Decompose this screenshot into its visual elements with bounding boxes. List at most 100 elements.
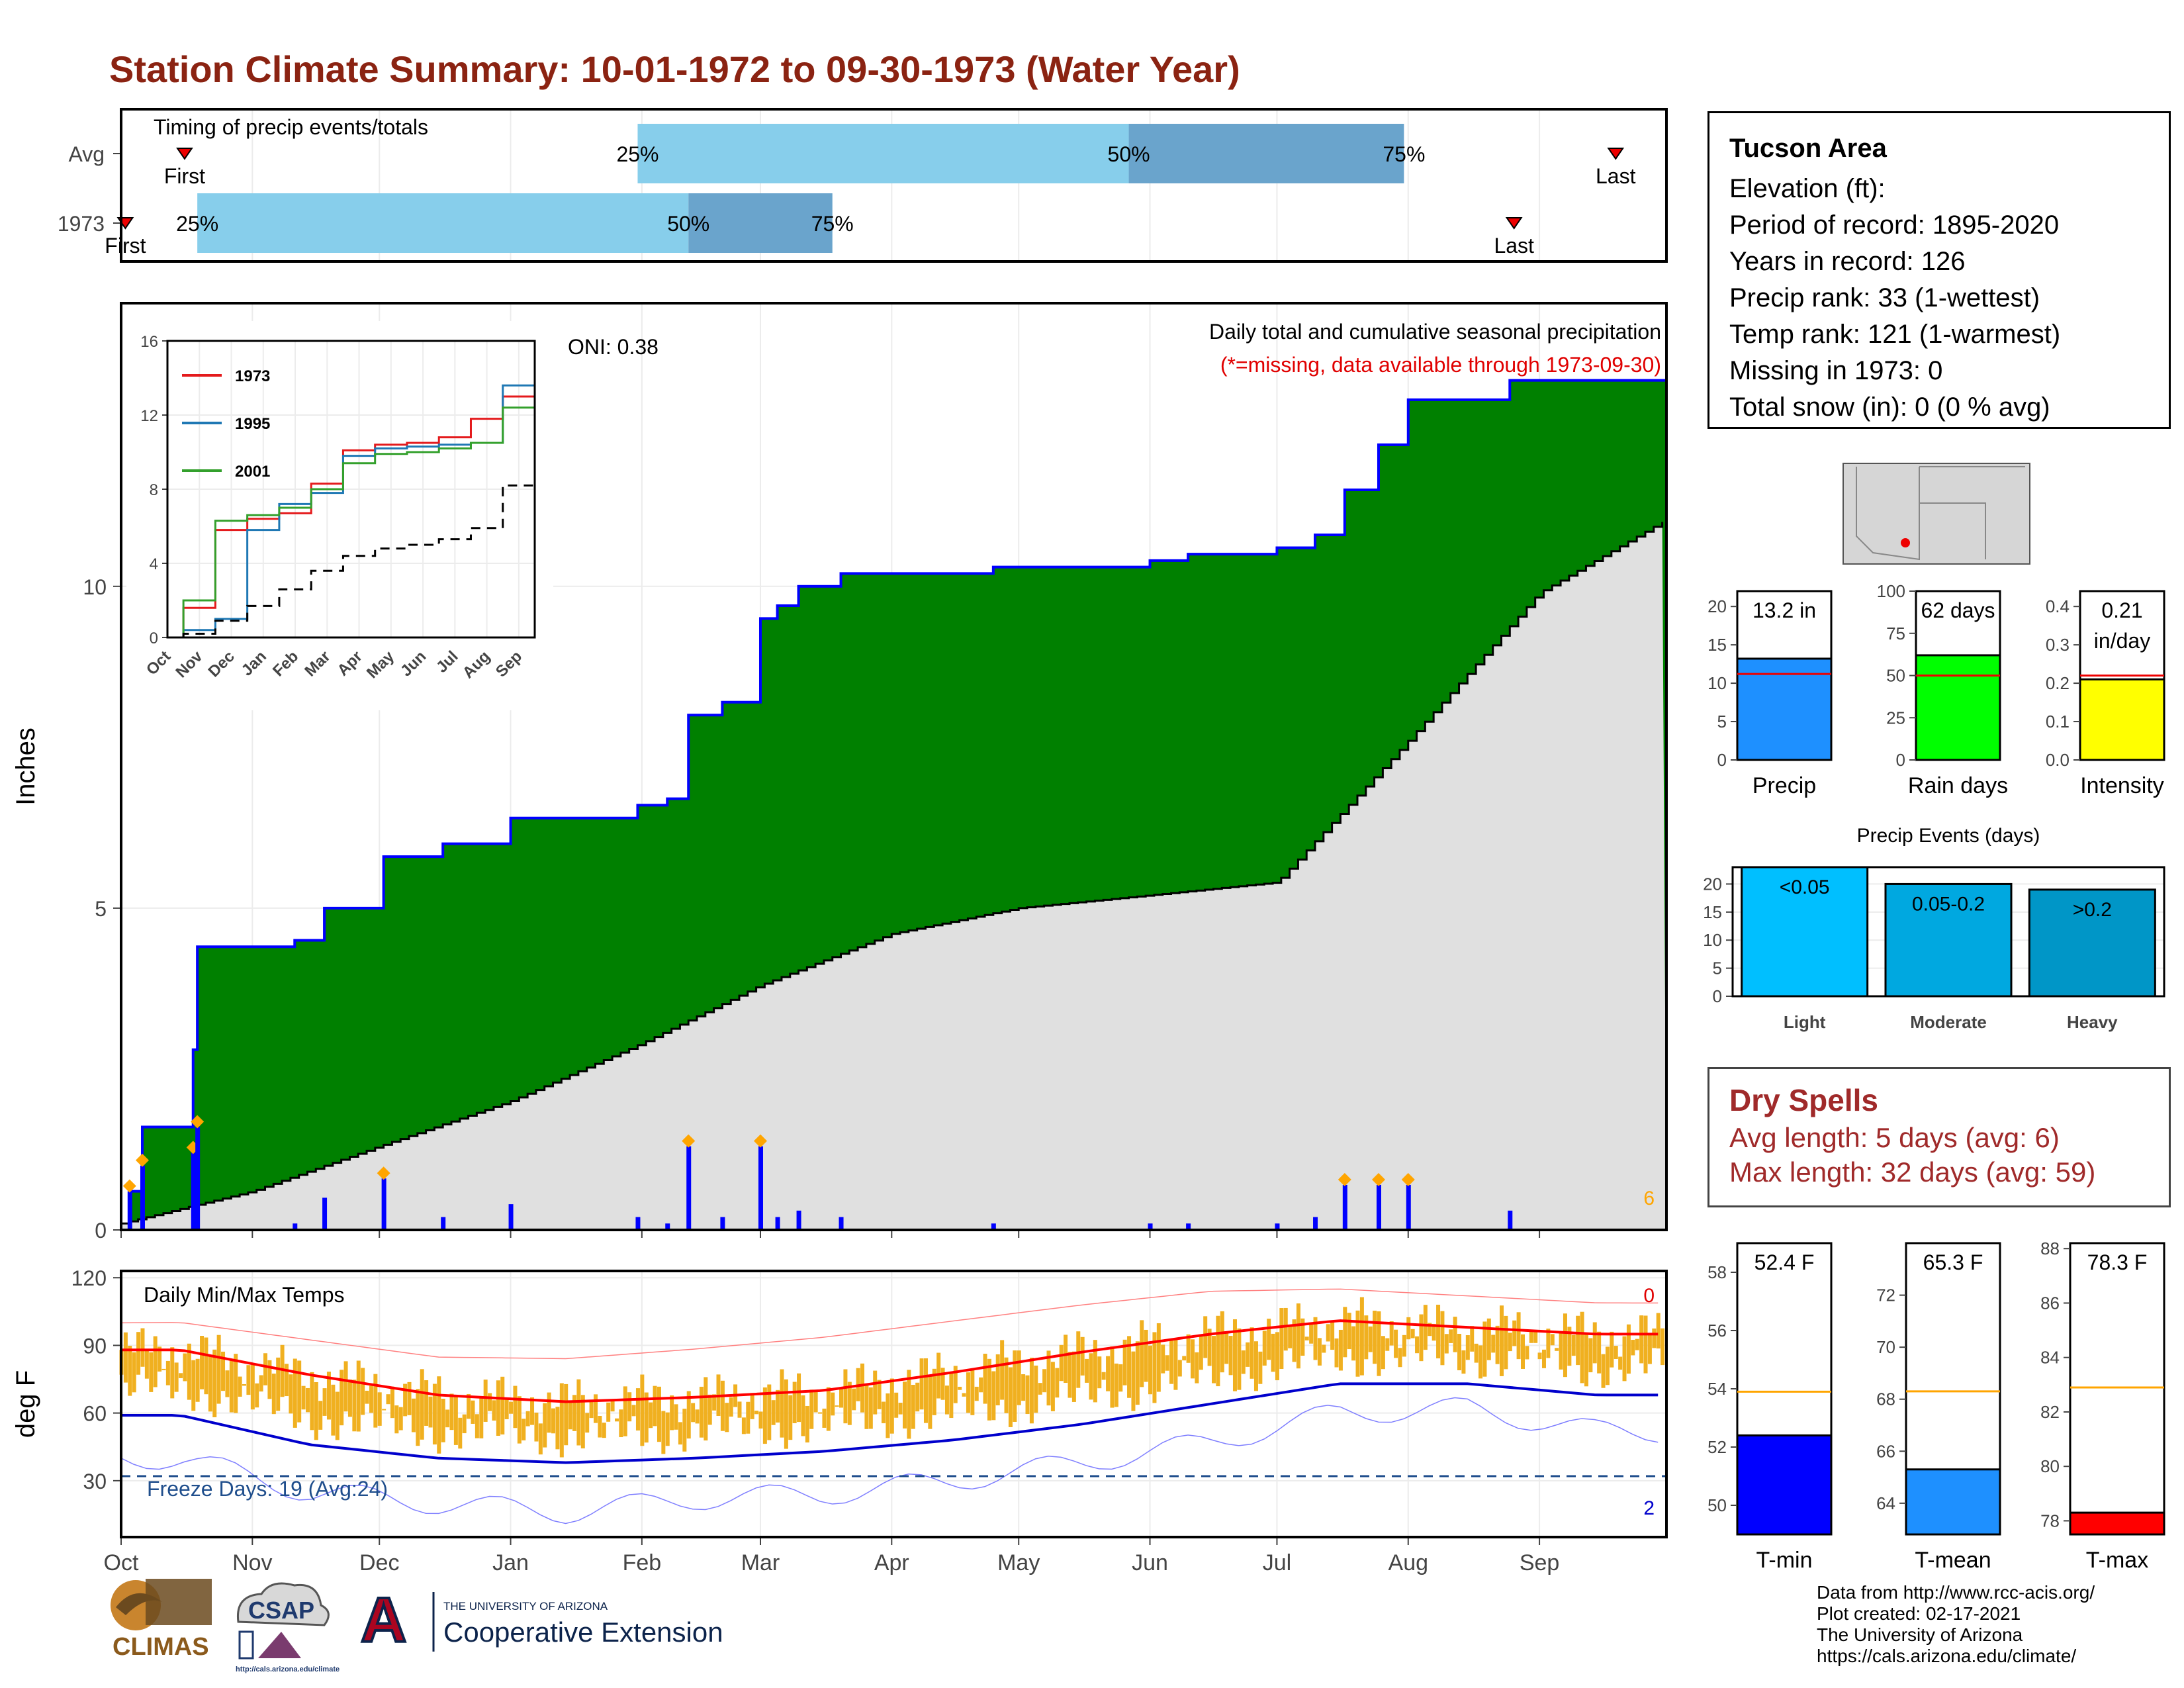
- daily-temp-bar: [843, 1369, 848, 1424]
- daily-temp-bar: [737, 1401, 742, 1418]
- timing-pct-label: 25%: [616, 142, 659, 166]
- tmin-summary-tick-label: 56: [1707, 1321, 1727, 1340]
- daily-temp-bar: [649, 1402, 653, 1429]
- daily-temp-bar: [1127, 1336, 1132, 1398]
- daily-precip-bar: [991, 1223, 996, 1230]
- tmax-summary-tick-label: 80: [2040, 1456, 2060, 1476]
- daily-temp-bar: [369, 1385, 373, 1413]
- cumulative-precip-line: [121, 379, 1666, 1231]
- daily-temp-bar: [1085, 1358, 1089, 1383]
- daily-temp-bar: [877, 1380, 882, 1409]
- daily-temp-bar: [1338, 1329, 1343, 1371]
- daily-temp-bar: [1313, 1317, 1318, 1360]
- climas-text: CLIMAS: [113, 1633, 209, 1661]
- daily-temp-bar: [386, 1394, 390, 1405]
- credit-university: The University of Arizona: [1817, 1624, 2023, 1645]
- daily-temp-bar: [191, 1360, 196, 1411]
- timing-marker-first: [176, 148, 193, 160]
- tmax-summary-tick-label: 82: [2040, 1402, 2060, 1422]
- timing-marker-label: First: [105, 234, 146, 258]
- daily-temp-bar: [771, 1400, 776, 1425]
- rain-days-summary-axis-label: Rain days: [1908, 773, 2008, 798]
- ua-logo: A THE UNIVERSITY OF ARIZONA Cooperative …: [359, 1583, 723, 1657]
- rain-days-summary-value-label: 62 days: [1921, 598, 1995, 622]
- daily-temp-bar: [1440, 1311, 1445, 1366]
- page-title: Station Climate Summary: 10-01-1972 to 0…: [109, 48, 1240, 90]
- timing-bar-25-50: [197, 193, 689, 253]
- daily-temp-bar: [813, 1390, 818, 1413]
- daily-temp-bar: [801, 1395, 805, 1436]
- daily-temp-bar: [627, 1392, 632, 1422]
- daily-temp-bar: [271, 1374, 276, 1415]
- daily-temp-bar: [809, 1389, 814, 1429]
- daily-precip-bar: [720, 1217, 725, 1230]
- daily-temp-bar: [1322, 1344, 1326, 1353]
- timing-bar-50-75: [1128, 124, 1404, 183]
- daily-temp-bar: [195, 1358, 200, 1402]
- temp-y-tick-label: 90: [83, 1334, 107, 1358]
- daily-temp-bar: [902, 1382, 907, 1429]
- daily-temp-bar: [1520, 1334, 1525, 1369]
- daily-temp-bar: [136, 1332, 141, 1375]
- daily-temp-bar: [1101, 1372, 1106, 1380]
- daily-precip-bar: [839, 1217, 844, 1230]
- daily-temp-bar: [479, 1397, 484, 1438]
- inset-background: [126, 321, 553, 710]
- daily-temp-bar: [1622, 1336, 1627, 1382]
- daily-temp-bar: [826, 1387, 831, 1431]
- daily-temp-bar: [149, 1352, 154, 1392]
- timing-panel: 25% 50% 75% First Last Avg 25% 50% 75% First Last 1…: [58, 108, 1668, 263]
- daily-temp-bar: [1656, 1313, 1661, 1349]
- intensity-summary-value-label: 0.21: [2101, 598, 2142, 622]
- ua-big-text: Cooperative Extension: [443, 1617, 723, 1648]
- daily-temp-bar: [1546, 1329, 1551, 1358]
- daily-temp-bar: [1486, 1318, 1491, 1360]
- daily-temp-bar: [1500, 1305, 1504, 1376]
- daily-temp-bar: [1097, 1356, 1102, 1389]
- daily-temp-bar: [1457, 1333, 1462, 1371]
- daily-temp-bar: [1246, 1342, 1250, 1367]
- daily-temp-bar: [322, 1388, 327, 1416]
- daily-temp-bar: [712, 1394, 717, 1411]
- daily-temp-bar: [267, 1360, 272, 1399]
- temp-count-bottom: 2: [1643, 1497, 1655, 1519]
- daily-temp-bar: [1068, 1352, 1072, 1398]
- daily-temp-bar: [1258, 1351, 1263, 1384]
- daily-temp-bar: [1652, 1328, 1657, 1348]
- daily-temp-bar: [1525, 1346, 1529, 1360]
- heavy-precip-marker: [682, 1134, 696, 1148]
- climas-logo: CLIMAS: [111, 1579, 212, 1661]
- timing-bar-50-75: [688, 193, 833, 253]
- month-label: Mar: [741, 1550, 780, 1575]
- daily-temp-bar: [432, 1383, 437, 1445]
- daily-temp-bar: [1533, 1331, 1538, 1343]
- daily-temp-bar: [1541, 1349, 1546, 1368]
- month-label: Jan: [492, 1550, 529, 1575]
- daily-temp-bar: [347, 1380, 352, 1417]
- daily-temp-bar: [500, 1376, 505, 1434]
- daily-temp-bar: [1643, 1315, 1648, 1374]
- precip-events-bar: [1884, 882, 2013, 998]
- daily-temp-bar: [1631, 1340, 1635, 1356]
- daily-temp-bar: [1071, 1351, 1076, 1402]
- temp-count-top: 0: [1643, 1285, 1655, 1307]
- precip-events-bar-label: <0.05: [1780, 876, 1830, 898]
- csap-url: http://cals.arizona.edu/climate: [236, 1665, 340, 1673]
- daily-temp-bar: [212, 1349, 217, 1417]
- daily-temp-bar: [1428, 1323, 1432, 1336]
- precip-summary-tick-label: 20: [1707, 596, 1727, 616]
- daily-temp-bar: [1288, 1326, 1293, 1348]
- tmean-summary-bar: [1905, 1468, 2001, 1536]
- daily-temp-bar: [509, 1401, 514, 1414]
- daily-temp-bar: [187, 1343, 191, 1400]
- daily-temp-bar: [326, 1372, 331, 1420]
- daily-temp-bar: [280, 1344, 285, 1397]
- precip-summary-bar: [1736, 657, 1833, 761]
- daily-temp-bar: [1571, 1335, 1576, 1356]
- daily-temp-bar: [1008, 1367, 1013, 1427]
- daily-temp-bar: [1491, 1335, 1496, 1353]
- daily-temp-bar: [1343, 1307, 1347, 1358]
- daily-temp-bar: [1563, 1313, 1567, 1378]
- daily-temp-bar: [1479, 1345, 1483, 1379]
